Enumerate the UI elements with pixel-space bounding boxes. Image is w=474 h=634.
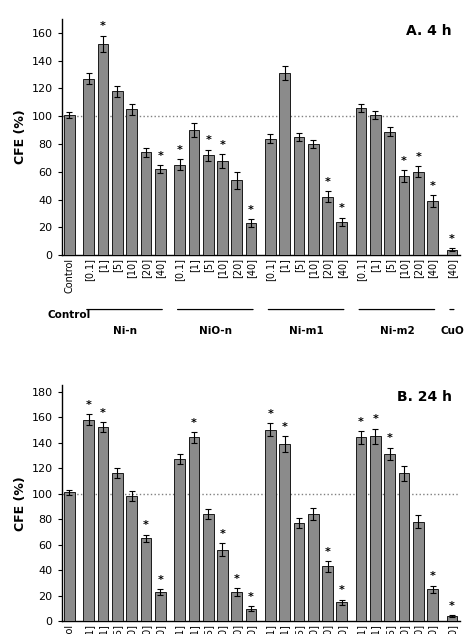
Text: *: * [157, 151, 163, 160]
Text: *: * [282, 422, 288, 432]
Text: *: * [415, 152, 421, 162]
Bar [279, 73, 290, 256]
Text: *: * [248, 205, 254, 215]
Text: Control: Control [48, 309, 91, 320]
Bar [174, 165, 185, 256]
Text: *: * [219, 529, 226, 539]
Bar [399, 176, 410, 256]
Text: NiO-n: NiO-n [199, 326, 232, 336]
Bar [427, 590, 438, 621]
Bar [293, 137, 304, 256]
Text: *: * [449, 234, 455, 244]
Text: *: * [248, 592, 254, 602]
Text: *: * [339, 585, 345, 595]
Text: Ni-m1: Ni-m1 [289, 326, 323, 336]
Bar [83, 79, 94, 256]
Bar [155, 169, 165, 256]
Text: *: * [449, 600, 455, 611]
Text: *: * [387, 434, 392, 443]
Bar [246, 223, 256, 256]
Bar [427, 201, 438, 256]
Bar [399, 473, 410, 621]
Bar [189, 130, 199, 256]
Bar [246, 609, 256, 621]
Bar [370, 115, 381, 256]
Text: *: * [325, 177, 330, 187]
Text: *: * [100, 408, 106, 418]
Bar [231, 180, 242, 256]
Text: *: * [429, 571, 436, 581]
Text: *: * [358, 417, 364, 427]
Bar [337, 602, 347, 621]
Bar [384, 132, 395, 256]
Bar [384, 454, 395, 621]
Bar [83, 420, 94, 621]
Text: A. 4 h: A. 4 h [406, 23, 452, 38]
Text: *: * [100, 22, 106, 32]
Bar [141, 152, 151, 256]
Bar [413, 522, 424, 621]
Bar [265, 138, 276, 256]
Bar [308, 144, 319, 256]
Bar [231, 592, 242, 621]
Text: *: * [177, 145, 182, 155]
Bar [337, 222, 347, 256]
Bar [155, 592, 165, 621]
Bar [203, 155, 213, 256]
Text: CuO: CuO [440, 326, 464, 336]
Bar [308, 514, 319, 621]
Bar [279, 444, 290, 621]
Bar [64, 493, 75, 621]
Text: *: * [373, 414, 378, 424]
Text: *: * [401, 156, 407, 166]
Bar [112, 91, 123, 256]
Bar [265, 430, 276, 621]
Bar [189, 437, 199, 621]
Text: *: * [339, 204, 345, 214]
Text: *: * [267, 409, 273, 419]
Bar [174, 459, 185, 621]
Bar [203, 514, 213, 621]
Text: *: * [157, 575, 163, 585]
Text: Ni-m2: Ni-m2 [380, 326, 414, 336]
Bar [322, 197, 333, 256]
Bar [322, 566, 333, 621]
Text: *: * [191, 418, 197, 428]
Bar [356, 437, 366, 621]
Text: *: * [219, 139, 226, 150]
Text: *: * [86, 400, 92, 410]
Bar [413, 172, 424, 256]
Bar [126, 109, 137, 256]
Bar [98, 44, 109, 256]
Text: *: * [429, 181, 436, 191]
Bar [126, 496, 137, 621]
Text: Ni-n: Ni-n [112, 326, 137, 336]
Bar [356, 108, 366, 256]
Bar [112, 473, 123, 621]
Text: *: * [234, 574, 240, 584]
Text: *: * [205, 136, 211, 145]
Bar [447, 250, 457, 256]
Bar [64, 115, 75, 256]
Bar [217, 550, 228, 621]
Text: B. 24 h: B. 24 h [397, 390, 452, 404]
Bar [370, 436, 381, 621]
Y-axis label: CFE (%): CFE (%) [14, 476, 27, 531]
Bar [293, 523, 304, 621]
Bar [217, 161, 228, 256]
Text: *: * [325, 547, 330, 557]
Bar [98, 427, 109, 621]
Bar [447, 616, 457, 621]
Text: *: * [143, 521, 149, 530]
Y-axis label: CFE (%): CFE (%) [14, 110, 27, 164]
Bar [141, 538, 151, 621]
